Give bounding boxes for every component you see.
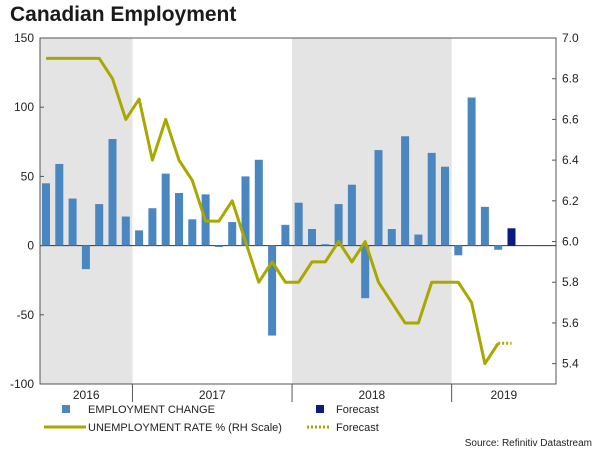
employment-bar xyxy=(374,150,383,246)
employment-bar xyxy=(387,228,396,246)
employment-bar xyxy=(454,245,463,256)
employment-bar xyxy=(494,245,503,250)
unemployment-rate-line xyxy=(46,56,500,366)
employment-bar xyxy=(294,202,303,246)
employment-bar xyxy=(401,136,410,246)
employment-bar xyxy=(414,234,423,246)
year-label-2017: 2017 xyxy=(199,388,226,402)
right-tick-label: 5.6 xyxy=(562,316,579,330)
left-tick-label: 0 xyxy=(27,239,34,253)
year-label-2019: 2019 xyxy=(490,388,517,402)
employment-bar xyxy=(427,152,436,246)
right-tick-label: 6.8 xyxy=(562,72,579,86)
employment-bar xyxy=(108,139,117,246)
employment-bar xyxy=(55,163,64,246)
employment-bar xyxy=(281,224,290,246)
employment-bar xyxy=(81,245,90,270)
left-tick-label: -100 xyxy=(10,377,34,391)
right-tick-label: 5.8 xyxy=(562,275,579,289)
left-tick-label: 150 xyxy=(14,31,34,45)
employment-bar xyxy=(121,216,130,246)
employment-bar xyxy=(175,193,183,246)
shaded-band-2016 xyxy=(40,38,133,384)
employment-bar xyxy=(95,204,104,246)
employment-bar xyxy=(467,97,476,246)
employment-bar xyxy=(214,245,223,247)
employment-bar xyxy=(441,166,449,246)
year-label-2016: 2016 xyxy=(73,388,100,402)
employment-bar xyxy=(334,204,343,246)
right-tick-label: 6.4 xyxy=(562,153,579,167)
legend-label-unemployment: UNEMPLOYMENT RATE % (RH Scale) xyxy=(88,422,282,434)
legend-swatch-employment xyxy=(62,405,70,413)
employment-bar xyxy=(135,230,144,246)
shaded-band-2018 xyxy=(292,38,452,384)
plot-frame xyxy=(39,37,557,385)
legend-label-forecast-line: Forecast xyxy=(336,422,379,434)
employment-bar xyxy=(321,244,330,246)
right-tick-label: 6.6 xyxy=(562,112,579,126)
employment-bar xyxy=(228,222,237,246)
legend-swatch-forecast-bar xyxy=(316,405,324,413)
year-label-2018: 2018 xyxy=(358,388,385,402)
employment-bar xyxy=(480,206,489,246)
right-tick-label: 6.0 xyxy=(562,235,579,249)
legend-label-forecast-bar: Forecast xyxy=(336,404,379,416)
chart-title: Canadian Employment xyxy=(10,3,237,26)
employment-bar xyxy=(241,176,250,246)
employment-bar xyxy=(254,159,263,246)
left-tick-label: -50 xyxy=(17,308,35,322)
employment-bar xyxy=(308,228,316,246)
right-tick-label: 7.0 xyxy=(562,31,579,45)
employment-bar xyxy=(148,208,157,246)
right-tick-label: 5.4 xyxy=(562,357,579,371)
employment-bar xyxy=(268,245,277,336)
employment-bar xyxy=(68,198,77,246)
source-note: Source: Refinitiv Datastream xyxy=(465,438,592,449)
forecast-bar xyxy=(507,228,516,246)
employment-bar xyxy=(42,183,50,246)
employment-bar xyxy=(188,219,197,246)
left-tick-label: 100 xyxy=(14,100,34,114)
employment-bar xyxy=(347,184,356,246)
employment-bar xyxy=(361,245,370,299)
right-tick-label: 6.2 xyxy=(562,194,579,208)
employment-bar xyxy=(161,173,170,246)
left-tick-label: 50 xyxy=(21,169,35,183)
legend-label-employment: EMPLOYMENT CHANGE xyxy=(88,404,215,416)
